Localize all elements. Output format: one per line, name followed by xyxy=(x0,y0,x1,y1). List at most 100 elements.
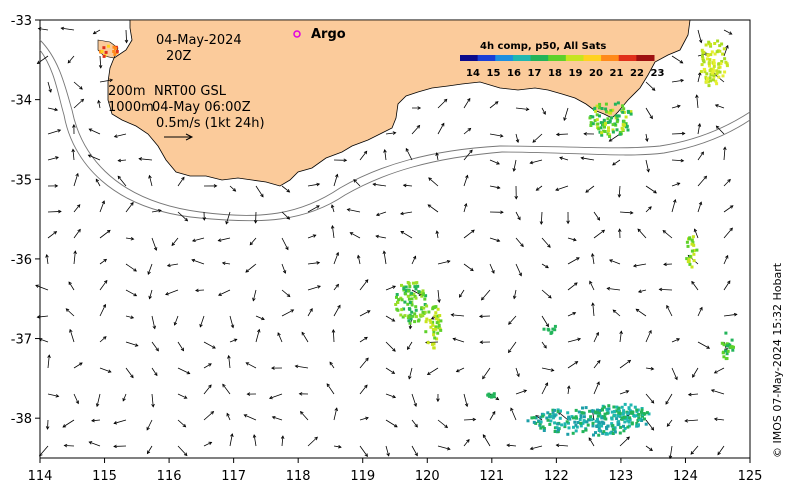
current-arrow xyxy=(329,361,335,369)
current-arrow-head xyxy=(539,221,544,225)
sst-pixel xyxy=(604,102,608,106)
sst-pixel xyxy=(617,422,621,426)
current-arrow xyxy=(671,182,680,187)
current-arrow-head xyxy=(364,453,368,458)
current-arrow xyxy=(245,263,257,273)
current-arrow-head xyxy=(69,328,73,333)
current-arrow-head xyxy=(382,250,387,255)
current-arrow xyxy=(463,393,468,407)
sst-pixel xyxy=(640,408,644,412)
sst-pixel xyxy=(600,424,604,428)
sst-pixel xyxy=(686,244,690,248)
current-arrow xyxy=(481,289,491,301)
sst-pixel xyxy=(623,415,627,419)
current-arrow xyxy=(463,203,467,213)
current-arrow-head xyxy=(282,270,287,274)
sst-pixel xyxy=(556,410,560,413)
current-arrow-head xyxy=(529,446,534,451)
current-arrow-head xyxy=(316,205,320,209)
sst-pixel xyxy=(608,111,612,115)
current-arrow xyxy=(515,107,529,110)
current-arrow-head xyxy=(435,152,439,156)
current-arrow xyxy=(222,384,231,395)
sst-pixel xyxy=(615,128,619,132)
current-arrow xyxy=(281,309,294,317)
sst-pixel xyxy=(597,410,601,414)
current-arrow xyxy=(427,367,439,375)
current-arrow xyxy=(697,307,703,317)
y-tick-label: -33 xyxy=(11,14,32,29)
sst-pixel xyxy=(601,431,605,435)
sst-pixel xyxy=(622,110,626,114)
sst-pixel xyxy=(626,128,630,132)
current-arrow-head xyxy=(286,189,291,193)
y-tick-label: -34 xyxy=(11,94,32,109)
sst-pixel xyxy=(395,293,399,296)
sst-pixel xyxy=(707,84,711,88)
sst-pixel xyxy=(548,415,552,419)
current-arrow xyxy=(333,305,341,317)
sst-pixel xyxy=(622,107,626,111)
sst-pixel xyxy=(598,102,602,106)
current-arrow-head xyxy=(697,123,702,127)
sst-pixel xyxy=(616,101,620,105)
sst-pixel xyxy=(407,315,411,319)
current-arrow-head xyxy=(312,234,317,238)
current-arrow-head xyxy=(233,338,238,342)
current-arrow xyxy=(463,175,468,187)
sst-pixel xyxy=(588,409,592,413)
current-arrow xyxy=(463,229,475,239)
current-arrow-head xyxy=(588,437,592,441)
current-arrow-head xyxy=(649,447,653,452)
current-arrow-head xyxy=(117,158,122,163)
sst-pixel xyxy=(617,408,621,412)
sst-pixel xyxy=(408,285,412,288)
sst-pixel xyxy=(611,108,615,112)
current-arrow-head xyxy=(458,294,463,298)
sst-pixel xyxy=(414,287,418,291)
sst-pixel xyxy=(581,406,584,410)
sst-pixel xyxy=(431,320,435,324)
current-arrow-head xyxy=(392,394,397,399)
sst-pixel xyxy=(611,427,615,431)
current-arrow-head xyxy=(298,392,303,396)
current-arrow xyxy=(645,206,652,213)
sst-pixel xyxy=(530,416,534,420)
current-arrow-head xyxy=(158,209,162,213)
current-arrow xyxy=(117,175,127,187)
sst-pixel xyxy=(413,285,417,289)
current-arrow xyxy=(151,393,154,407)
current-arrow xyxy=(350,232,361,239)
current-arrow xyxy=(633,263,647,267)
current-arrow xyxy=(411,125,420,135)
current-arrow xyxy=(147,445,153,454)
sst-pixel xyxy=(400,308,404,312)
current-arrow-head xyxy=(733,312,738,317)
sst-pixel xyxy=(629,112,633,116)
current-arrow-head xyxy=(574,361,579,365)
sst-pixel xyxy=(710,50,714,54)
current-arrow xyxy=(671,199,676,213)
current-arrow xyxy=(125,289,137,297)
sst-pixel xyxy=(423,297,427,301)
sst-pixel xyxy=(539,415,543,419)
sst-pixel xyxy=(616,414,620,418)
sst-pixel xyxy=(433,314,437,318)
sst-pixel xyxy=(695,248,699,252)
current-arrow xyxy=(385,419,398,428)
current-arrow xyxy=(307,205,320,213)
current-arrow-head xyxy=(446,259,451,264)
current-arrow xyxy=(359,310,371,317)
sst-pixel xyxy=(595,424,599,428)
current-arrow xyxy=(400,211,413,215)
sst-pixel xyxy=(574,429,578,433)
sst-pixel xyxy=(416,319,420,323)
current-arrow-head xyxy=(182,423,187,428)
current-arrow-head xyxy=(88,441,93,445)
sst-pixel xyxy=(602,421,606,425)
current-arrow-head xyxy=(663,262,667,267)
sst-pixel xyxy=(638,417,642,421)
current-arrow xyxy=(125,29,127,43)
current-arrow xyxy=(407,341,413,350)
sst-pixel xyxy=(636,419,640,422)
